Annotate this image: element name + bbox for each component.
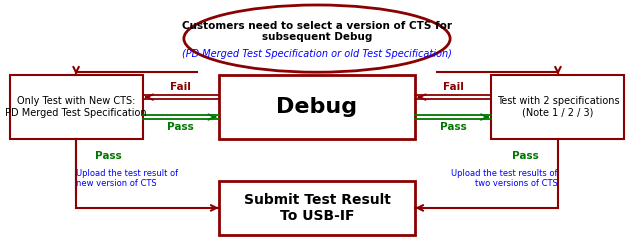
Text: Pass: Pass: [440, 122, 467, 132]
Text: Customers need to select a version of CTS for: Customers need to select a version of CT…: [182, 21, 452, 31]
Text: Debug: Debug: [276, 97, 358, 117]
Text: Pass: Pass: [95, 151, 122, 161]
Text: Pass: Pass: [512, 151, 539, 161]
Text: Fail: Fail: [171, 82, 191, 92]
FancyBboxPatch shape: [219, 75, 415, 139]
Text: subsequent Debug: subsequent Debug: [262, 32, 372, 42]
FancyBboxPatch shape: [491, 75, 624, 139]
Text: (PD Merged Test Specification or old Test Specification): (PD Merged Test Specification or old Tes…: [182, 49, 452, 59]
Ellipse shape: [184, 5, 450, 72]
Text: Only Test with New CTS:
PD Merged Test Specification: Only Test with New CTS: PD Merged Test S…: [5, 96, 147, 118]
Text: Pass: Pass: [167, 122, 194, 132]
FancyBboxPatch shape: [219, 181, 415, 235]
Text: Test with 2 specifications
(Note 1 / 2 / 3): Test with 2 specifications (Note 1 / 2 /…: [496, 96, 619, 118]
Text: Fail: Fail: [443, 82, 463, 92]
FancyBboxPatch shape: [10, 75, 143, 139]
Text: Upload the test results of
two versions of CTS: Upload the test results of two versions …: [451, 169, 558, 188]
Text: Submit Test Result
To USB-IF: Submit Test Result To USB-IF: [243, 193, 391, 223]
Text: Upload the test result of
new version of CTS: Upload the test result of new version of…: [76, 169, 178, 188]
